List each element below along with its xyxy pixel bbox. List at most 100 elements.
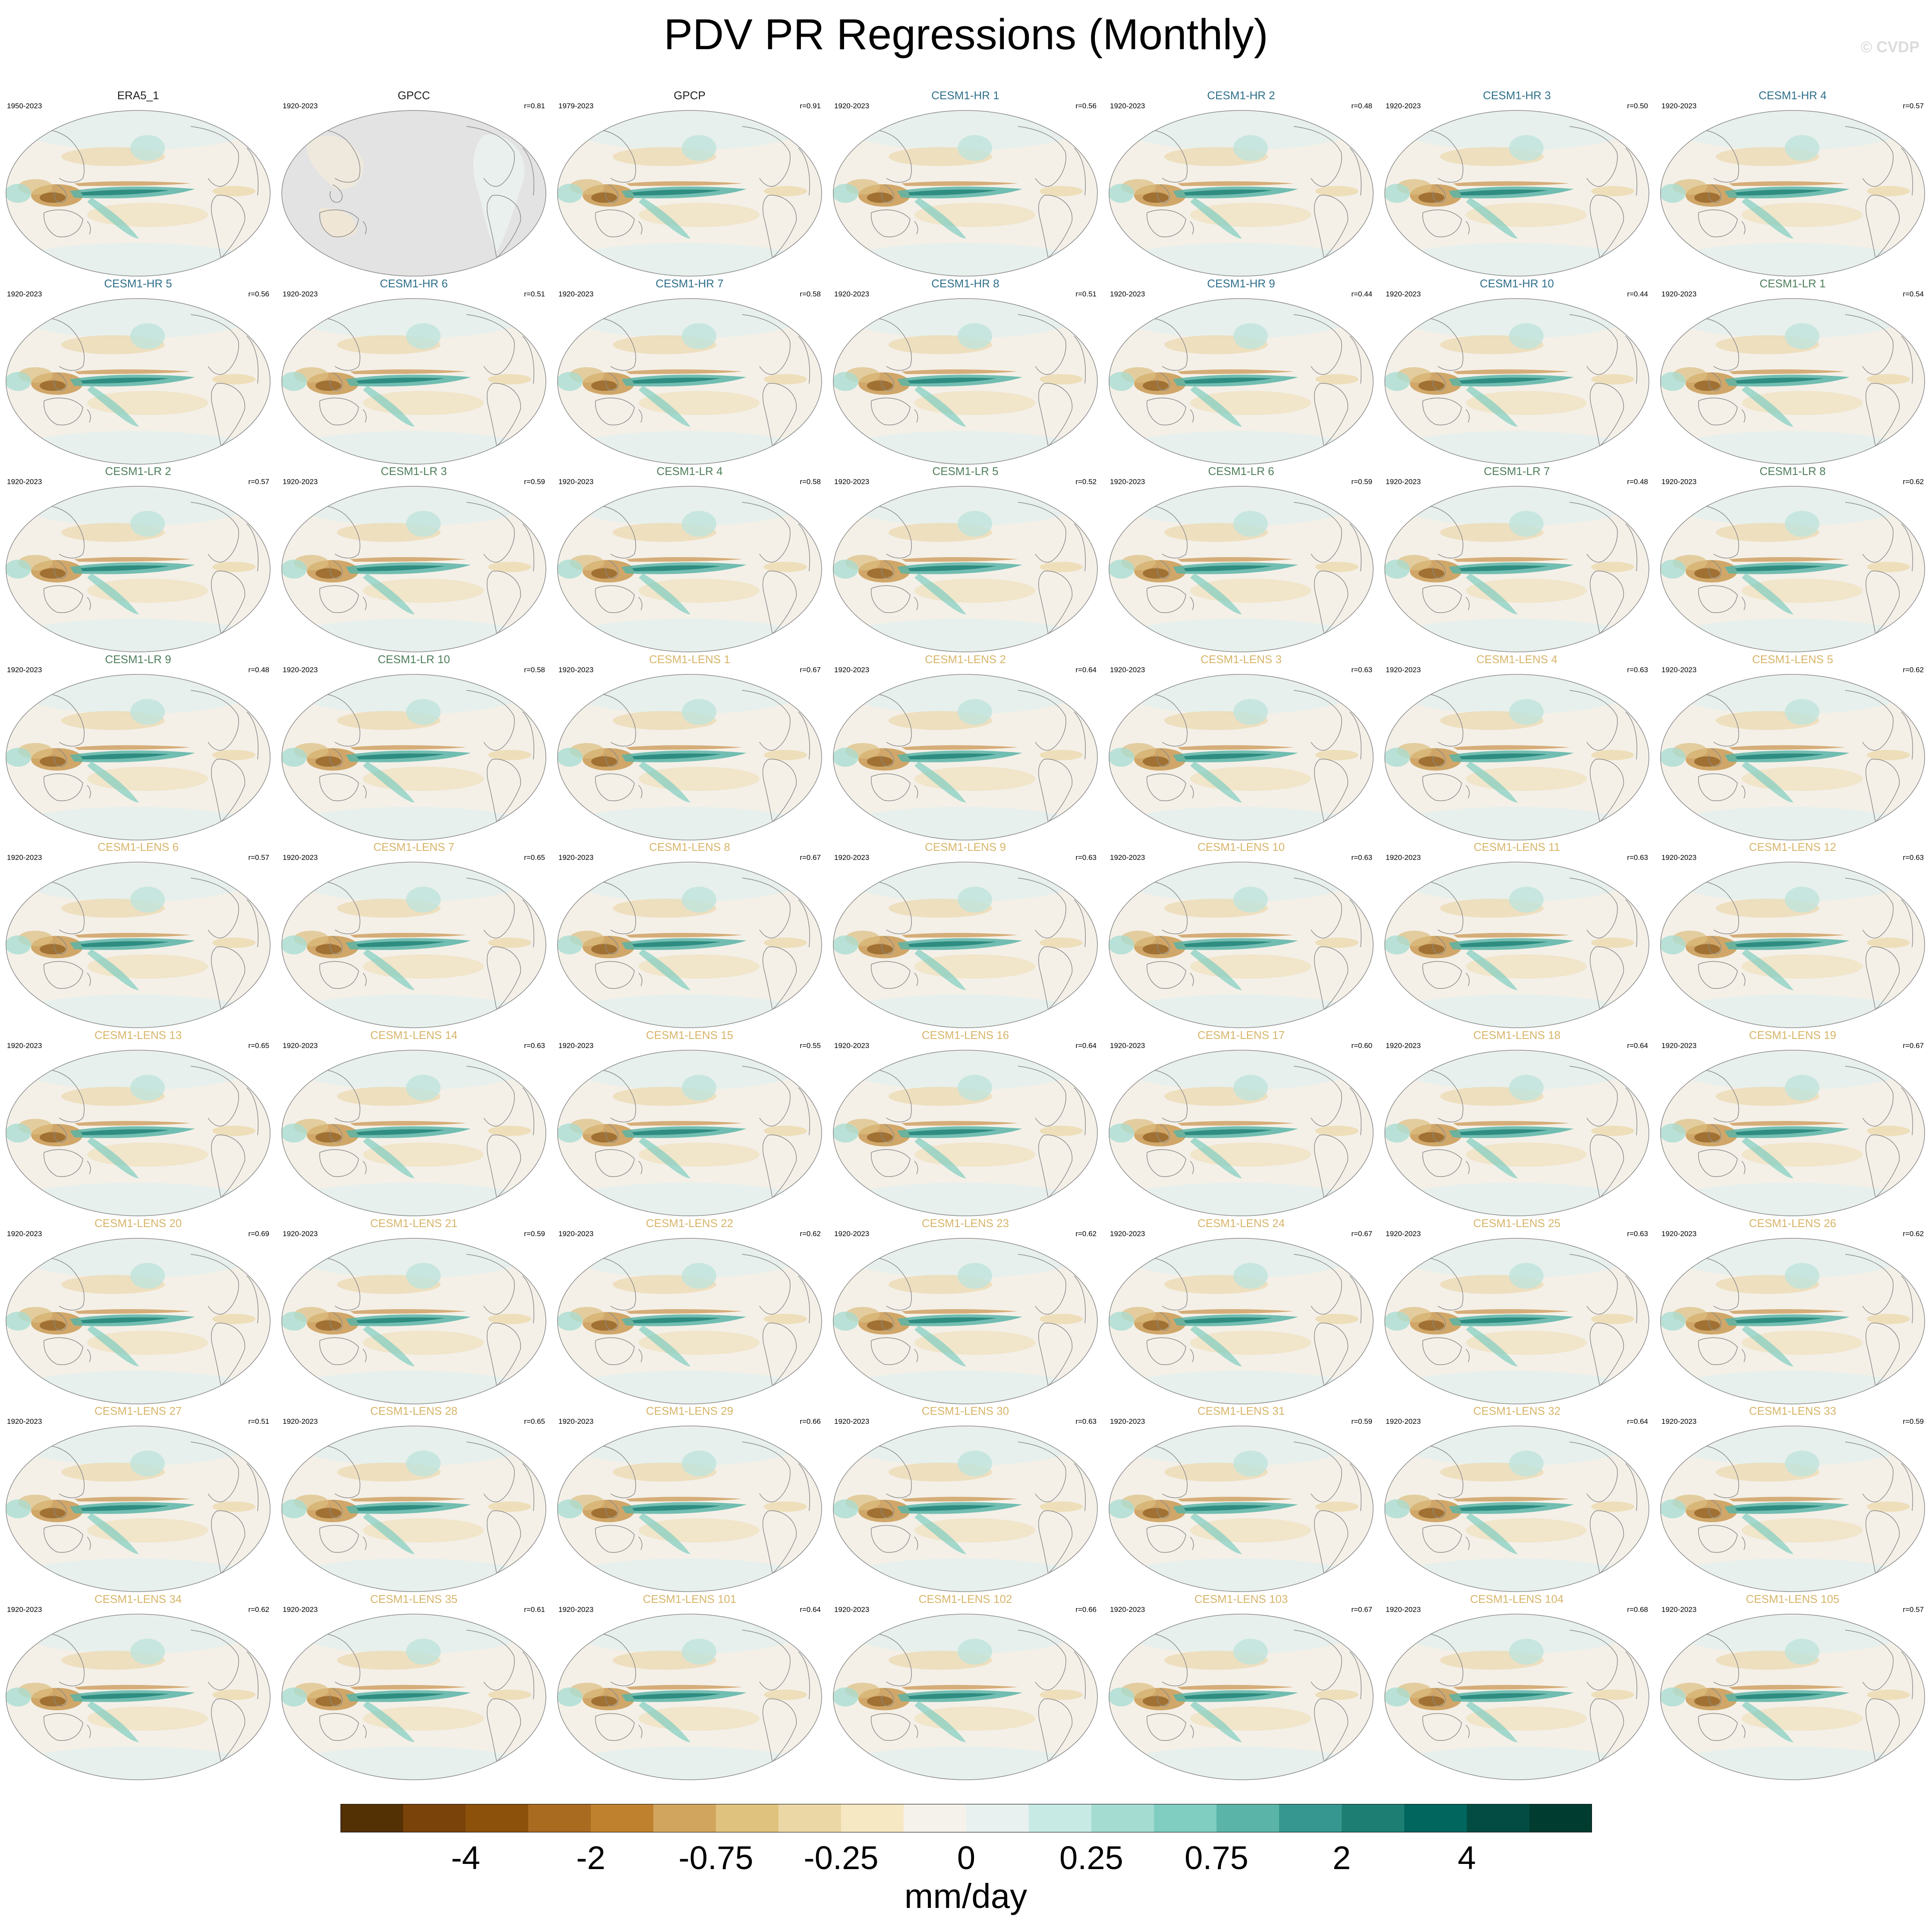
regression-map	[1109, 110, 1374, 277]
regression-map	[1660, 1050, 1925, 1216]
panel-title: CESM1-HR 7	[656, 277, 724, 290]
colorbar-swatch	[653, 1804, 716, 1832]
map-panel: CESM1-LENS 12 1920-2023 r=0.63	[1655, 840, 1931, 1029]
map-panel: CESM1-LENS 1 1920-2023 r=0.67	[552, 653, 828, 841]
panel-title: CESM1-LENS 103	[1194, 1592, 1288, 1605]
regression-map	[1109, 298, 1374, 465]
panel-years: 1920-2023	[283, 1229, 318, 1238]
panel-years: 1920-2023	[1661, 102, 1697, 110]
regression-map	[1660, 674, 1925, 840]
map-panel: CESM1-LENS 32 1920-2023 r=0.64	[1379, 1404, 1655, 1593]
panel-correlation: r=0.57	[248, 853, 269, 862]
panel-correlation: r=0.55	[800, 1042, 821, 1050]
panel-years: 1920-2023	[283, 1417, 318, 1426]
map-panel: CESM1-HR 5 1920-2023 r=0.56	[0, 277, 276, 466]
map-panel: CESM1-HR 2 1920-2023 r=0.48	[1103, 89, 1379, 277]
map-panel: CESM1-LENS 27 1920-2023 r=0.51	[0, 1404, 276, 1593]
panel-correlation: r=0.59	[1351, 478, 1372, 486]
panel-correlation: r=0.81	[524, 102, 545, 110]
panel-years: 1920-2023	[1661, 1229, 1697, 1238]
colorbar-swatch	[528, 1804, 591, 1832]
map-panel: CESM1-LENS 34 1920-2023 r=0.62	[0, 1593, 276, 1781]
regression-map	[6, 1050, 271, 1216]
map-panel: CESM1-LENS 3 1920-2023 r=0.63	[1103, 653, 1379, 841]
map-panel: CESM1-LENS 6 1920-2023 r=0.57	[0, 840, 276, 1029]
panel-years: 1920-2023	[1386, 665, 1421, 674]
panel-correlation: r=0.67	[1351, 1605, 1372, 1614]
panel-years: 1920-2023	[7, 853, 42, 862]
panel-title: CESM1-LENS 11	[1473, 840, 1560, 854]
regression-map	[1384, 110, 1649, 277]
regression-map	[281, 674, 546, 840]
panel-title: CESM1-LENS 8	[649, 840, 730, 854]
regression-map	[557, 110, 822, 277]
panel-title: CESM1-LENS 16	[921, 1029, 1009, 1042]
colorbar-tick-label: 0.75	[1185, 1840, 1248, 1876]
map-panel: CESM1-HR 4 1920-2023 r=0.57	[1655, 89, 1931, 277]
map-panel: CESM1-LENS 7 1920-2023 r=0.65	[276, 840, 552, 1029]
panel-correlation: r=0.62	[1903, 665, 1924, 674]
regression-map	[833, 486, 1098, 652]
regression-map	[557, 1237, 822, 1404]
panel-years: 1920-2023	[834, 1042, 870, 1050]
map-panel: CESM1-LR 2 1920-2023 r=0.57	[0, 465, 276, 653]
panel-years: 1920-2023	[1110, 290, 1145, 298]
panel-years: 1920-2023	[834, 853, 870, 862]
panel-correlation: r=0.64	[1075, 665, 1097, 674]
panel-years: 1920-2023	[558, 478, 594, 486]
panel-title: CESM1-LENS 25	[1473, 1216, 1561, 1230]
panel-title: CESM1-HR 6	[380, 277, 448, 290]
colorbar-swatch	[1529, 1804, 1592, 1832]
panel-title: ERA5_1	[117, 89, 159, 102]
panel-title: CESM1-LENS 104	[1470, 1592, 1564, 1605]
map-panel: CESM1-LENS 25 1920-2023 r=0.63	[1379, 1216, 1655, 1405]
regression-map	[281, 298, 546, 465]
regression-map	[1109, 674, 1374, 840]
panel-years: 1920-2023	[558, 1605, 594, 1614]
panel-correlation: r=0.51	[524, 290, 545, 298]
panel-correlation: r=0.63	[1075, 853, 1097, 862]
panel-years: 1920-2023	[1661, 853, 1697, 862]
cvdp-watermark: © CVDP	[1860, 38, 1919, 56]
regression-map	[6, 110, 271, 277]
panel-years: 1920-2023	[7, 478, 42, 486]
map-panel: CESM1-HR 3 1920-2023 r=0.50	[1379, 89, 1655, 277]
regression-map	[281, 1614, 546, 1780]
panel-correlation: r=0.63	[524, 1042, 545, 1050]
panel-title: CESM1-LENS 12	[1749, 840, 1837, 854]
panel-correlation: r=0.48	[248, 665, 269, 674]
panel-correlation: r=0.54	[1903, 290, 1924, 298]
panel-years: 1920-2023	[283, 665, 318, 674]
panel-correlation: r=0.67	[1351, 1229, 1372, 1238]
regression-map	[1384, 298, 1649, 465]
map-panel: CESM1-LENS 16 1920-2023 r=0.64	[827, 1029, 1103, 1217]
panel-title: CESM1-LENS 20	[94, 1216, 182, 1230]
map-panel: CESM1-LENS 9 1920-2023 r=0.63	[827, 840, 1103, 1029]
panel-correlation: r=0.57	[1903, 102, 1924, 110]
map-panel: CESM1-LR 4 1920-2023 r=0.58	[552, 465, 828, 653]
map-panel: CESM1-LENS 101 1920-2023 r=0.64	[552, 1593, 828, 1781]
regression-map	[1109, 1050, 1374, 1216]
map-panel: GPCP 1979-2023 r=0.91	[552, 89, 828, 277]
panel-years: 1920-2023	[558, 1417, 594, 1426]
panel-years: 1920-2023	[558, 853, 594, 862]
regression-map	[557, 486, 822, 652]
map-panel: CESM1-HR 9 1920-2023 r=0.44	[1103, 277, 1379, 466]
panel-years: 1920-2023	[834, 665, 870, 674]
panel-title: CESM1-LENS 32	[1473, 1404, 1561, 1418]
map-panel: CESM1-LENS 20 1920-2023 r=0.69	[0, 1216, 276, 1405]
regression-map	[1384, 1614, 1649, 1780]
colorbar-swatch	[966, 1804, 1029, 1832]
panel-correlation: r=0.64	[1075, 1042, 1097, 1050]
regression-map	[833, 1426, 1098, 1592]
panel-title: CESM1-LENS 27	[94, 1404, 182, 1418]
panel-years: 1920-2023	[1110, 478, 1145, 486]
panel-title: CESM1-LENS 102	[918, 1592, 1012, 1605]
panel-years: 1920-2023	[7, 290, 42, 298]
panel-correlation: r=0.44	[1627, 290, 1648, 298]
panel-years: 1920-2023	[7, 665, 42, 674]
colorbar-swatch	[1154, 1804, 1217, 1832]
map-panel: CESM1-LENS 22 1920-2023 r=0.62	[552, 1217, 828, 1405]
map-panel: CESM1-LR 10 1920-2023 r=0.58	[276, 653, 552, 841]
regression-map	[281, 1237, 546, 1404]
